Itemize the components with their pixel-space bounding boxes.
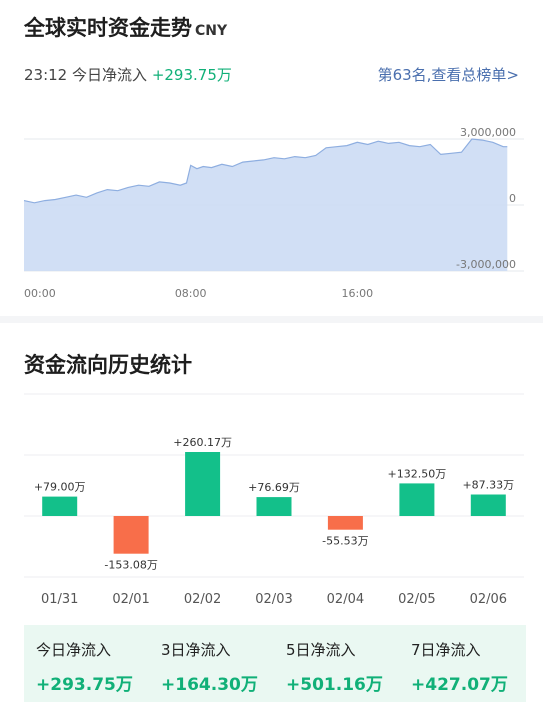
bar-data-label: -153.08万: [104, 559, 157, 572]
bar-data-label: +260.17万: [173, 436, 232, 449]
summary-label: 今日净流入: [36, 641, 112, 659]
summary-label: 3日净流入: [161, 641, 231, 659]
bar-data-label: +79.00万: [34, 481, 86, 494]
net-inflow-label: 今日净流入: [72, 66, 148, 84]
x-tick-label: 08:00: [175, 287, 207, 300]
bar: [470, 494, 506, 516]
summary-value: +164.30万: [161, 675, 258, 695]
bar-x-tick-label: 02/02: [184, 592, 221, 607]
bar-data-label: +76.69万: [248, 481, 300, 494]
summary-label: 5日净流入: [286, 641, 356, 659]
currency-unit: CNY: [195, 23, 228, 39]
summary-value: +293.75万: [36, 675, 133, 695]
net-inflow-value: +293.75万: [151, 66, 232, 84]
bar-x-tick-label: 02/05: [398, 592, 435, 607]
y-tick-label: 0: [509, 192, 516, 205]
rank-link[interactable]: 第63名,查看总榜单>: [377, 66, 519, 84]
x-tick-label: 00:00: [24, 287, 56, 300]
bar-x-tick-label: 02/06: [470, 592, 507, 607]
area-fill: [24, 139, 508, 271]
realtime-summary-line: 23:12 今日净流入 +293.75万: [24, 64, 232, 85]
series-line: [23, 138, 508, 204]
bar: [185, 452, 221, 516]
summary-item-5day: 5日净流入 +501.16万: [286, 639, 383, 695]
realtime-fund-card: 全球实时资金走势 CNY 23:12 今日净流入 +293.75万 第63名,查看…: [0, 0, 543, 316]
realtime-area-chart: 3,000,000 0 -3,000,000 00:00 08:00 16:00: [23, 126, 524, 300]
bar: [399, 483, 435, 516]
summary-item-7day: 7日净流入 +427.07万: [411, 639, 508, 695]
bar-x-tick-label: 01/31: [41, 592, 78, 607]
net-inflow-summary: 今日净流入 +293.75万 3日净流入 +164.30万 5日净流入 +501…: [24, 625, 526, 702]
realtime-title-text: 全球实时资金走势: [24, 16, 192, 40]
realtime-title: 全球实时资金走势 CNY: [24, 12, 227, 42]
current-time: 23:12: [24, 66, 68, 84]
bar: [113, 516, 149, 554]
bar: [42, 496, 78, 516]
history-title: 资金流向历史统计: [24, 353, 192, 377]
bar-data-label: +132.50万: [388, 467, 447, 480]
summary-item-3day: 3日净流入 +164.30万: [161, 639, 258, 695]
history-bar-chart: +79.00万 01/31 -153.08万 02/01 +260.17万 02/02 +7…: [24, 393, 524, 607]
y-tick-label: 3,000,000: [460, 126, 516, 139]
x-tick-label: 16:00: [341, 287, 373, 300]
bar-x-tick-label: 02/01: [112, 592, 149, 607]
y-tick-label: -3,000,000: [456, 258, 516, 271]
summary-label: 7日净流入: [411, 641, 481, 659]
summary-value: +501.16万: [286, 675, 383, 695]
bar-data-label: +87.33万: [462, 479, 514, 492]
bar: [327, 516, 363, 530]
bar-x-tick-label: 02/04: [327, 592, 364, 607]
bar: [256, 497, 292, 516]
summary-value: +427.07万: [411, 675, 508, 695]
summary-item-today: 今日净流入 +293.75万: [36, 639, 133, 695]
bar-data-label: -55.53万: [322, 535, 368, 548]
bar-x-tick-label: 02/03: [255, 592, 292, 607]
